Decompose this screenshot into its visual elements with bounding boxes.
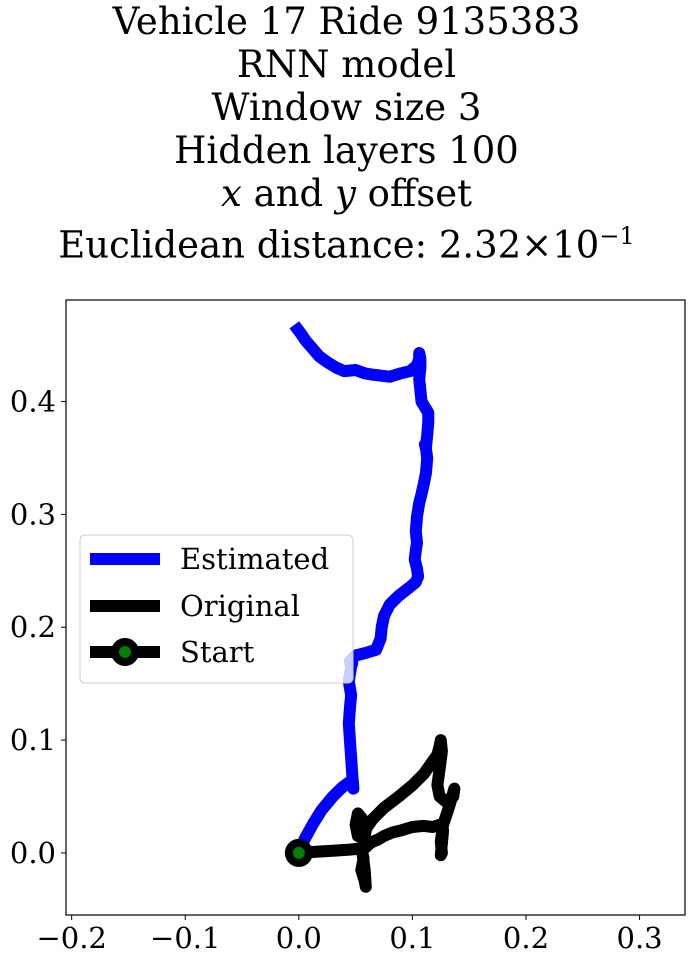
legend-label-start: Start: [180, 635, 255, 669]
y-tick-label: 0.4: [10, 385, 56, 419]
title-times: ×: [521, 223, 553, 267]
legend-label-estimated: Estimated: [180, 542, 329, 576]
y-tick-label: 0.0: [10, 836, 56, 870]
start-marker: [284, 838, 313, 867]
title-exponent: −1: [599, 222, 635, 250]
title-distance-mantissa: 2.32: [438, 223, 522, 267]
y-axis: 0.0 0.1 0.2 0.3 0.4: [10, 385, 66, 870]
y-tick-label: 0.2: [10, 610, 56, 644]
title-distance-prefix: Euclidean distance:: [58, 223, 439, 267]
legend-marker-start: [111, 638, 139, 666]
x-tick-label: 0.3: [617, 921, 663, 955]
title-line-2: RNN model: [236, 43, 457, 86]
x-tick-label: 0.0: [276, 921, 322, 955]
y-tick-label: 0.3: [10, 497, 56, 531]
chart-title: Vehicle 17 Ride 9135383 RNN model Window…: [0, 0, 693, 266]
title-line-1: Vehicle 17 Ride 9135383: [112, 0, 581, 43]
title-base: 10: [552, 223, 600, 267]
x-axis: −0.2 −0.1 0.0 0.1 0.2 0.3: [36, 915, 663, 955]
title-and: and: [241, 172, 335, 215]
title-var-x: x: [221, 172, 242, 215]
x-tick-label: −0.1: [150, 921, 220, 955]
title-var-y: y: [335, 172, 356, 215]
legend-label-original: Original: [180, 589, 300, 623]
title-line-6: Euclidean distance: 2.32×10−1: [0, 215, 693, 266]
title-offset: offset: [355, 172, 472, 215]
series-line-original: [298, 734, 461, 893]
title-line-3: Window size 3: [211, 86, 482, 129]
legend: Estimated Original Start: [79, 534, 354, 684]
x-tick-label: −0.2: [36, 921, 106, 955]
series-layer: [284, 321, 461, 893]
title-line-5: x and y offset: [0, 172, 693, 215]
x-tick-label: 0.2: [503, 921, 549, 955]
x-tick-label: 0.1: [389, 921, 435, 955]
title-line-4: Hidden layers 100: [174, 129, 519, 172]
y-tick-label: 0.1: [10, 723, 56, 757]
series-line-estimated: [289, 321, 435, 856]
